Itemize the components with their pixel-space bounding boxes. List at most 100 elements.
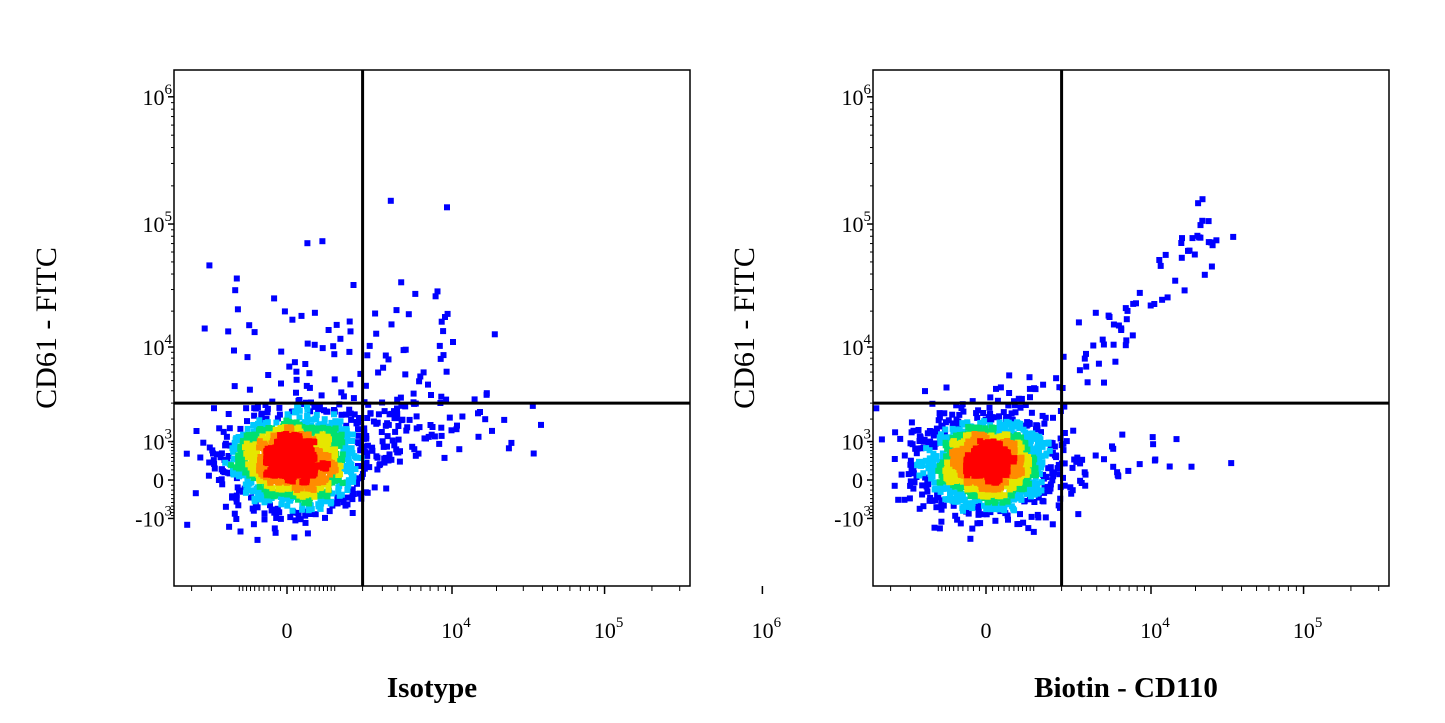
event-point xyxy=(317,491,324,498)
x-tick-label: 106 xyxy=(752,615,782,643)
event-point xyxy=(1045,487,1052,494)
event-point xyxy=(942,426,949,433)
event-point xyxy=(322,514,328,521)
plot-frame xyxy=(173,69,691,587)
event-point xyxy=(303,463,310,470)
event-point xyxy=(311,341,318,348)
event-point xyxy=(919,482,926,489)
event-point xyxy=(209,447,216,454)
event-point xyxy=(1185,247,1191,254)
event-point xyxy=(1083,363,1090,370)
event-point xyxy=(236,472,243,479)
event-point xyxy=(952,512,959,519)
event-point xyxy=(289,507,296,514)
event-point xyxy=(318,435,325,442)
event-point xyxy=(1028,493,1034,500)
event-point xyxy=(231,439,238,446)
event-point xyxy=(264,409,271,416)
event-point xyxy=(364,489,371,496)
event-point xyxy=(962,500,969,507)
event-point xyxy=(1046,447,1053,454)
event-point xyxy=(235,502,242,509)
event-point xyxy=(332,452,339,459)
event-point xyxy=(333,321,340,328)
event-point xyxy=(1034,444,1041,451)
event-point xyxy=(237,528,244,535)
event-point xyxy=(1196,234,1203,241)
event-point xyxy=(1101,456,1107,463)
event-point xyxy=(933,425,940,432)
event-point xyxy=(1028,513,1035,520)
event-point xyxy=(1031,499,1038,505)
event-point xyxy=(915,445,922,452)
event-point xyxy=(942,442,949,449)
event-point xyxy=(251,329,258,336)
event-point xyxy=(988,424,995,431)
event-point xyxy=(394,396,401,403)
event-point xyxy=(250,422,257,428)
event-point xyxy=(246,322,253,329)
event-point xyxy=(1042,514,1049,521)
event-point xyxy=(262,402,269,408)
event-point xyxy=(1051,443,1058,450)
event-point xyxy=(240,431,247,438)
event-point xyxy=(321,407,327,414)
event-point xyxy=(304,340,311,347)
y-tick-label: 104 xyxy=(143,332,173,360)
event-point xyxy=(907,478,914,485)
event-point xyxy=(997,493,1004,500)
event-point xyxy=(965,448,971,455)
event-point xyxy=(959,420,966,427)
event-point xyxy=(916,438,923,444)
event-point xyxy=(318,476,325,483)
event-point xyxy=(529,402,536,409)
event-point xyxy=(309,469,316,476)
event-point xyxy=(984,493,991,500)
event-point xyxy=(960,472,967,479)
event-point xyxy=(955,422,962,429)
event-point xyxy=(1008,410,1015,417)
event-point xyxy=(1001,452,1007,459)
event-point xyxy=(1178,254,1185,261)
event-point xyxy=(325,427,332,434)
event-point xyxy=(471,396,478,403)
event-point xyxy=(298,312,305,319)
event-point xyxy=(897,435,904,442)
event-point xyxy=(1025,461,1032,468)
event-point xyxy=(941,429,948,436)
event-point xyxy=(405,311,412,318)
event-point xyxy=(236,487,242,494)
event-point xyxy=(1009,434,1016,441)
event-point xyxy=(246,472,253,479)
event-point xyxy=(945,435,952,442)
event-point xyxy=(1071,456,1078,463)
event-point xyxy=(336,432,343,439)
event-point xyxy=(292,425,299,432)
event-point xyxy=(1034,440,1041,447)
event-point xyxy=(1092,452,1099,459)
event-point xyxy=(313,463,320,470)
event-point xyxy=(1018,467,1025,474)
event-point xyxy=(302,451,309,458)
event-point xyxy=(201,325,208,332)
event-point xyxy=(1061,403,1068,410)
event-point xyxy=(231,383,238,390)
event-point xyxy=(1000,446,1007,453)
event-point xyxy=(944,459,951,466)
event-point xyxy=(939,471,946,478)
event-point xyxy=(250,521,257,528)
event-point xyxy=(1038,461,1045,468)
event-point xyxy=(987,457,994,464)
event-point xyxy=(274,439,280,446)
event-point xyxy=(329,448,335,455)
event-point xyxy=(980,479,987,486)
event-point xyxy=(475,433,482,440)
event-point xyxy=(1130,300,1137,307)
event-point xyxy=(325,453,332,459)
event-point xyxy=(246,386,253,393)
event-point xyxy=(935,467,942,474)
event-point xyxy=(446,414,453,421)
event-point xyxy=(938,483,945,490)
event-point xyxy=(1061,430,1068,436)
event-point xyxy=(916,472,923,479)
